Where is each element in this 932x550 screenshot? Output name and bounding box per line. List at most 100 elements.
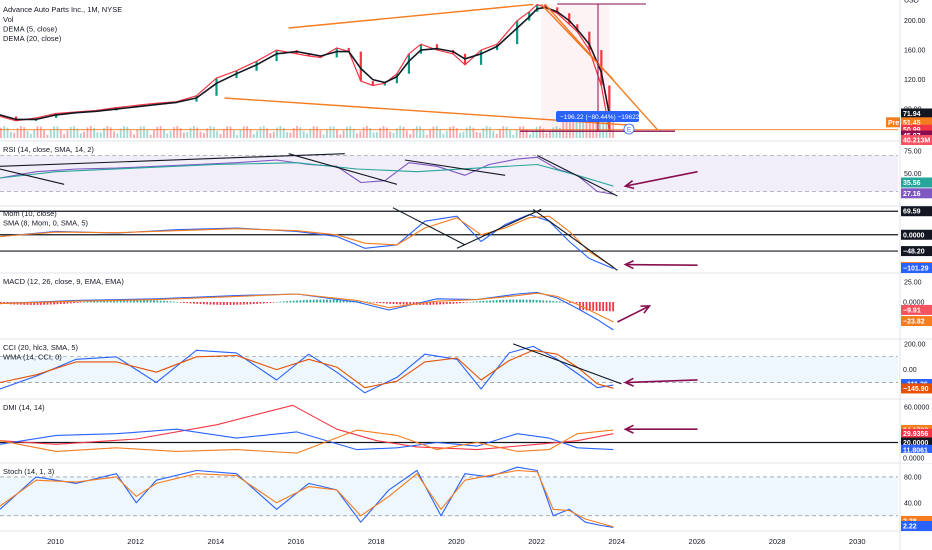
macd-histogram-bar [136,299,139,303]
macd-histogram-bar [43,302,46,305]
rsi-tag-1: 27.16 [903,191,921,198]
macd-histogram-bar [332,299,335,303]
volume-bar [272,131,275,138]
macd-histogram-bar [286,301,288,303]
macd-histogram-bar [369,301,372,303]
macd-histogram-bar [249,302,252,305]
rsi-trendline-3 [404,159,506,176]
macd-histogram-bar [256,302,259,304]
rsi-tag-0: 35.56 [903,180,921,187]
volume-bar [169,131,172,138]
macd-histogram-bar [559,301,561,303]
macd-histogram-bar [269,302,272,303]
volume-bar [329,126,332,138]
macd-histogram-bar [189,302,192,304]
mom-legend: Mom (10, close) [3,209,57,218]
macd-histogram-bar [542,300,545,303]
rsi-trendline-2 [288,153,398,185]
volume-bar [146,129,149,138]
rsi-trendline-4 [536,155,618,197]
macd-histogram-bar [196,302,199,304]
volume-bar [529,134,531,138]
macd-histogram-bar [592,302,595,311]
volume-bar [232,129,235,138]
volume-bar [292,128,295,138]
macd-histogram-bar [555,301,558,303]
volume-bar [289,132,292,138]
volume-bar [598,122,601,138]
macd-histogram-bar [216,302,219,305]
macd-histogram-bar [502,299,505,303]
macd-histogram-bar [605,302,608,312]
mom-series-0 [0,213,614,270]
macd-histogram-bar [242,302,245,305]
volume-bar [326,129,328,138]
x-axis-tick-2016: 2016 [288,537,305,546]
macd-histogram-bar [545,300,548,303]
macd-histogram-bar [366,301,368,303]
stoch-series-1 [0,469,614,528]
macd-histogram-bar [505,299,508,303]
macd-histogram-bar [395,302,398,305]
macd-histogram-bar [425,302,428,305]
macd-histogram-bar [346,300,348,303]
macd-histogram-bar [326,299,328,303]
volume-bar [156,126,159,138]
macd-histogram-bar [33,302,36,305]
x-axis-tick-2020: 2020 [448,537,465,546]
volume-bar [509,130,511,138]
macd-histogram-bar [272,302,275,303]
volume-bar [452,126,455,138]
price-tag-2-bg [901,117,932,128]
volume-bar [429,130,432,138]
x-axis-tick-2022: 2022 [528,537,545,546]
macd-histogram-bar [485,300,488,303]
volume-bar [485,126,488,138]
macd-histogram-bar [402,302,405,305]
macd-histogram-bar [83,301,85,303]
macd-histogram-bar [36,302,39,305]
rsi-tag-0-bg [901,177,932,188]
macd-histogram-bar [53,302,56,305]
volume-bar [133,134,135,138]
stoch-tag-0-bg [901,515,932,526]
volume-bar [309,128,312,138]
mom-annotation-arrow-head [623,259,634,270]
volume-bar [419,126,422,138]
volume-bar [319,130,322,138]
mom-tag-2: −48.20 [903,249,925,256]
measure-label: −196.22 (−80.44%) −19622 [560,114,640,121]
volume-bar [209,126,212,138]
rsi-tag-1-bg [901,188,932,199]
measure-label-bg [556,111,639,122]
macd-histogram-bar [372,302,375,303]
earnings-marker-label: E [627,128,631,134]
volume-bar [29,133,32,138]
macd-tag-1-bg [901,304,932,315]
macd-histogram-bar [452,302,455,304]
macd-histogram-bar [66,302,69,304]
dmi-tag-4: 0.0000 [903,456,925,463]
volume-bar [249,129,252,138]
macd-histogram-bar [169,301,172,303]
volume-bar [236,134,239,138]
x-axis-tick-2014: 2014 [207,537,224,546]
volume-bar [3,126,6,138]
macd-histogram-bar [246,302,249,305]
volume-bar [399,126,402,138]
volume-bar [106,126,109,138]
volume-bar [206,128,209,138]
volume-bar [179,128,182,138]
pre-badge-label: Pre [888,120,899,127]
x-axis-tick-2018: 2018 [368,537,385,546]
volume-bar [119,128,122,138]
volume-bar [395,128,398,138]
volume-bar [266,128,268,138]
macd-histogram-bar [26,302,29,305]
currency-label: USD [904,0,919,5]
macd-histogram-bar [306,299,308,303]
volume-bar [549,131,551,138]
volume-bar [173,127,175,138]
